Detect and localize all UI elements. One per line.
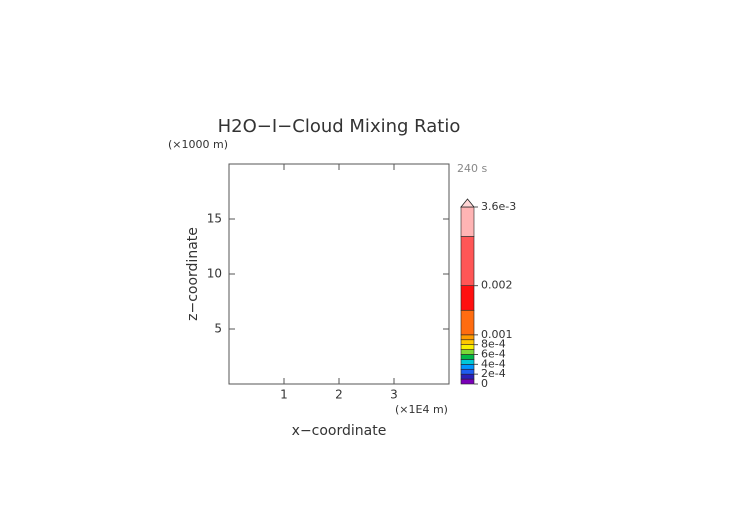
- chart-title: H2O−I−Cloud Mixing Ratio: [218, 116, 461, 137]
- colorbar-segment: [460, 354, 475, 360]
- colorbar-tick-label: 2e-4: [481, 367, 506, 380]
- x-axis-label: x−coordinate: [292, 423, 387, 439]
- y-tick-label: 15: [207, 212, 222, 226]
- colorbar-tick-label: 8e-4: [481, 338, 506, 351]
- colorbar-segment: [460, 236, 475, 286]
- colorbar-segment: [460, 359, 475, 365]
- y-unit: (×1000 m): [168, 138, 228, 151]
- colorbar-segment: [460, 339, 475, 345]
- colorbar-tick-label: 3.6e-3: [481, 200, 516, 213]
- colorbar-tick-label: 0.001: [481, 328, 513, 341]
- colorbar-segment: [460, 285, 475, 311]
- time-label: 240 s: [457, 162, 487, 175]
- colorbar-segment: [460, 364, 475, 370]
- colorbar-segment: [460, 206, 475, 237]
- colorbar-tick-label: 0.002: [481, 279, 513, 292]
- y-axis-label: z−coordinate: [185, 227, 201, 321]
- colorbar-segment: [460, 373, 475, 380]
- colorbar-tick-label: 6e-4: [481, 348, 506, 361]
- x-tick-label: 2: [335, 388, 343, 402]
- y-tick-label: 5: [214, 322, 222, 336]
- x-unit: (×1E4 m): [395, 403, 448, 416]
- y-tick-label: 10: [207, 267, 222, 281]
- colorbar-segment: [460, 309, 475, 336]
- x-tick-label: 3: [390, 388, 398, 402]
- colorbar-segment: [460, 334, 475, 341]
- colorbar-extension: [460, 198, 475, 208]
- colorbar-segment: [460, 344, 475, 350]
- colorbar-tick-label: 0: [481, 377, 488, 390]
- x-tick-label: 1: [280, 388, 288, 402]
- colorbar-segment: [460, 349, 475, 355]
- colorbar-segment: [460, 368, 475, 375]
- colorbar-tick-label: 4e-4: [481, 357, 506, 370]
- colorbar-segment: [460, 378, 475, 385]
- plot-frame: [228, 163, 450, 385]
